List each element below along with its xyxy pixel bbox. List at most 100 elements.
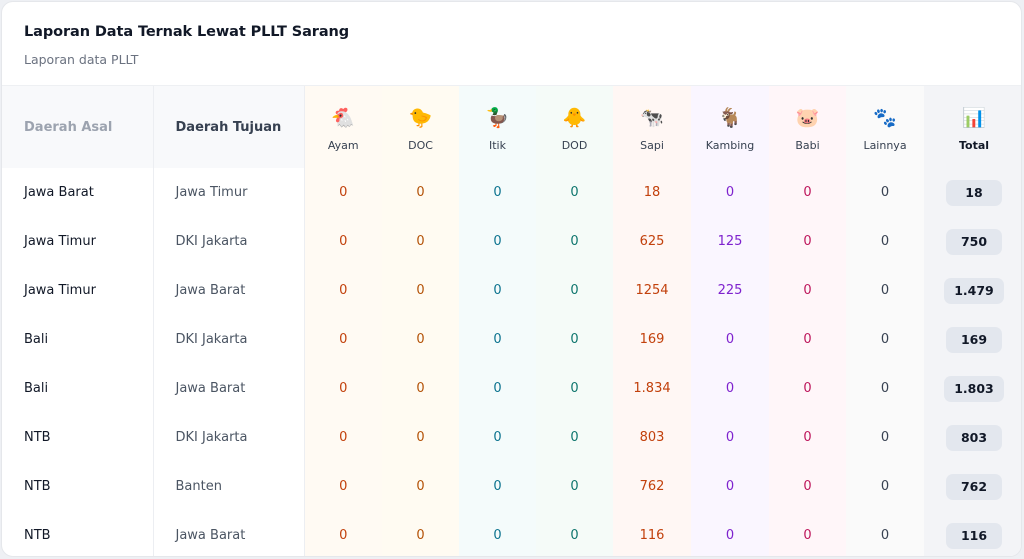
cell-doc: 0 — [382, 413, 459, 462]
cell-itik: 0 — [459, 364, 536, 413]
cell-sapi: 625 — [613, 217, 691, 266]
cell-destination: Jawa Barat — [153, 511, 305, 556]
cell-destination: Jawa Barat — [153, 266, 305, 315]
cell-babi: 0 — [769, 217, 846, 266]
column-header-dod[interactable]: 🐥 DOD — [536, 86, 613, 168]
cell-kambing: 0 — [691, 462, 769, 511]
cell-babi: 0 — [769, 364, 846, 413]
cell-babi: 0 — [769, 462, 846, 511]
cell-lainnya: 0 — [846, 364, 924, 413]
table-row[interactable]: Jawa Timur DKI Jakarta 0 0 0 0 625 125 0 0 750 — [2, 217, 1021, 266]
total-badge: 1.803 — [944, 375, 1004, 402]
cell-origin: Jawa Timur — [2, 217, 154, 266]
cell-babi: 0 — [769, 413, 846, 462]
cell-itik: 0 — [459, 266, 536, 315]
table-row[interactable]: NTB Banten 0 0 0 0 762 0 0 0 762 — [2, 462, 1021, 511]
cell-doc: 0 — [382, 217, 459, 266]
cell-destination: DKI Jakarta — [153, 315, 305, 364]
cell-sapi: 18 — [613, 168, 691, 217]
cell-destination: DKI Jakarta — [153, 413, 305, 462]
total-badge: 750 — [946, 228, 1002, 255]
total-badge: 762 — [946, 473, 1002, 500]
cell-sapi: 1254 — [613, 266, 691, 315]
cell-total: 750 — [924, 217, 1021, 266]
cell-kambing: 0 — [691, 364, 769, 413]
table-row[interactable]: NTB Jawa Barat 0 0 0 0 116 0 0 0 116 — [2, 511, 1021, 556]
table-row[interactable]: Bali DKI Jakarta 0 0 0 0 169 0 0 0 169 — [2, 315, 1021, 364]
column-header-origin[interactable]: Daerah Asal — [2, 86, 154, 168]
cell-lainnya: 0 — [846, 266, 924, 315]
cell-itik: 0 — [459, 217, 536, 266]
page-title: Laporan Data Ternak Lewat PLLT Sarang — [24, 24, 350, 40]
cell-ayam: 0 — [304, 315, 382, 364]
table-row[interactable]: Bali Jawa Barat 0 0 0 0 1.834 0 0 0 1.803 — [2, 364, 1021, 413]
column-label: Itik — [489, 138, 506, 152]
cell-origin: Jawa Timur — [2, 266, 154, 315]
cell-sapi: 1.834 — [613, 364, 691, 413]
cell-doc: 0 — [382, 168, 459, 217]
cell-dod: 0 — [536, 168, 613, 217]
cell-total: 18 — [924, 168, 1021, 217]
cell-doc: 0 — [382, 462, 459, 511]
table-row[interactable]: Jawa Barat Jawa Timur 0 0 0 0 18 0 0 0 18 — [2, 168, 1021, 217]
cell-sapi: 169 — [613, 315, 691, 364]
cell-origin: Bali — [2, 364, 154, 413]
cell-doc: 0 — [382, 511, 459, 556]
total-badge: 169 — [946, 326, 1002, 353]
column-header-total[interactable]: 📊 Total — [924, 86, 1021, 168]
cell-ayam: 0 — [304, 413, 382, 462]
cell-babi: 0 — [769, 511, 846, 556]
cell-origin: NTB — [2, 511, 154, 556]
cell-doc: 0 — [382, 364, 459, 413]
column-header-sapi[interactable]: 🐄 Sapi — [613, 86, 691, 168]
column-label: Sapi — [640, 138, 664, 152]
cell-destination: DKI Jakarta — [153, 217, 305, 266]
table-row[interactable]: Jawa Timur Jawa Barat 0 0 0 0 1254 225 0 0 1.479 — [2, 266, 1021, 315]
cell-dod: 0 — [536, 511, 613, 556]
cell-origin: NTB — [2, 462, 154, 511]
column-header-kambing[interactable]: 🐐 Kambing — [691, 86, 769, 168]
column-header-destination[interactable]: Daerah Tujuan — [153, 86, 305, 168]
column-header-lainnya[interactable]: 🐾 Lainnya — [846, 86, 924, 168]
table-row[interactable]: NTB DKI Jakarta 0 0 0 0 803 0 0 0 803 — [2, 413, 1021, 462]
cell-kambing: 0 — [691, 413, 769, 462]
column-label: DOC — [408, 138, 433, 152]
cell-dod: 0 — [536, 364, 613, 413]
cell-total: 803 — [924, 413, 1021, 462]
column-label: DOD — [561, 138, 588, 152]
cell-origin: Jawa Barat — [2, 168, 154, 217]
cell-itik: 0 — [459, 315, 536, 364]
chicken-icon: 🐔 — [331, 106, 356, 129]
column-header-itik[interactable]: 🦆 Itik — [459, 86, 536, 168]
cell-kambing: 125 — [691, 217, 769, 266]
table-body: Jawa Barat Jawa Timur 0 0 0 0 18 0 0 0 18 Jawa Timu… — [2, 168, 1021, 556]
cell-dod: 0 — [536, 266, 613, 315]
column-header-ayam[interactable]: 🐔 Ayam — [304, 86, 382, 168]
column-label: Total — [958, 138, 990, 152]
cell-ayam: 0 — [304, 266, 382, 315]
cell-origin: Bali — [2, 315, 154, 364]
pig-icon: 🐷 — [795, 106, 820, 129]
cell-kambing: 225 — [691, 266, 769, 315]
card-header: Laporan Data Ternak Lewat PLLT Sarang La… — [2, 2, 1021, 86]
column-label: Ayam — [327, 138, 359, 152]
column-header-doc[interactable]: 🐤 DOC — [382, 86, 459, 168]
cell-origin: NTB — [2, 413, 154, 462]
cell-itik: 0 — [459, 168, 536, 217]
cell-ayam: 0 — [304, 217, 382, 266]
goat-icon: 🐐 — [718, 106, 742, 129]
cell-doc: 0 — [382, 266, 459, 315]
column-label: Babi — [795, 138, 820, 152]
cell-sapi: 762 — [613, 462, 691, 511]
column-label: Lainnya — [863, 138, 907, 152]
cell-ayam: 0 — [304, 364, 382, 413]
cell-doc: 0 — [382, 315, 459, 364]
cell-destination: Jawa Timur — [153, 168, 305, 217]
cell-lainnya: 0 — [846, 217, 924, 266]
chick-icon: 🐤 — [408, 106, 433, 129]
cell-lainnya: 0 — [846, 462, 924, 511]
column-header-babi[interactable]: 🐷 Babi — [769, 86, 846, 168]
cell-destination: Banten — [153, 462, 305, 511]
total-badge: 803 — [946, 424, 1002, 451]
cell-babi: 0 — [769, 168, 846, 217]
